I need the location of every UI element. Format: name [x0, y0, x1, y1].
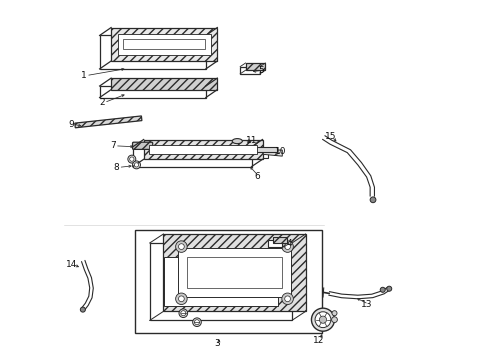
Circle shape	[369, 197, 375, 203]
Text: 8: 8	[114, 163, 120, 172]
Polygon shape	[111, 78, 217, 90]
Text: 6: 6	[254, 172, 260, 181]
Text: 2: 2	[99, 98, 105, 107]
Circle shape	[129, 157, 134, 161]
Polygon shape	[164, 257, 277, 306]
FancyBboxPatch shape	[132, 142, 152, 149]
Text: 9: 9	[69, 120, 75, 129]
Circle shape	[311, 308, 334, 331]
Text: 7: 7	[110, 141, 116, 150]
Polygon shape	[117, 34, 210, 54]
Text: 12: 12	[312, 336, 324, 345]
Circle shape	[331, 311, 336, 316]
Circle shape	[134, 163, 139, 167]
Circle shape	[386, 286, 391, 291]
Circle shape	[319, 316, 326, 323]
Polygon shape	[178, 248, 290, 297]
Circle shape	[178, 296, 184, 302]
Circle shape	[331, 317, 337, 323]
Circle shape	[179, 309, 187, 318]
Circle shape	[132, 161, 140, 169]
Polygon shape	[245, 63, 265, 70]
Polygon shape	[133, 147, 251, 166]
Polygon shape	[272, 237, 287, 243]
Polygon shape	[163, 234, 305, 311]
Circle shape	[284, 244, 290, 249]
Polygon shape	[143, 140, 262, 159]
Text: 1: 1	[81, 71, 87, 80]
Circle shape	[181, 311, 185, 316]
Polygon shape	[223, 152, 267, 158]
Polygon shape	[111, 28, 217, 61]
Polygon shape	[240, 67, 260, 74]
Circle shape	[178, 244, 184, 249]
Text: 3: 3	[214, 339, 220, 348]
Text: 10: 10	[274, 147, 285, 156]
Circle shape	[314, 312, 330, 328]
Text: 14: 14	[66, 260, 77, 269]
Circle shape	[192, 318, 201, 327]
Polygon shape	[231, 147, 276, 152]
Bar	[134, 230, 321, 333]
Polygon shape	[100, 86, 205, 98]
Circle shape	[80, 307, 85, 312]
Polygon shape	[149, 145, 257, 154]
Circle shape	[281, 241, 293, 252]
Circle shape	[127, 155, 136, 163]
Circle shape	[194, 320, 199, 325]
Polygon shape	[263, 150, 282, 156]
Circle shape	[284, 296, 290, 302]
Polygon shape	[149, 243, 291, 320]
Polygon shape	[100, 36, 205, 69]
Circle shape	[175, 241, 187, 252]
Text: 4: 4	[286, 238, 292, 248]
Circle shape	[175, 293, 187, 305]
Polygon shape	[75, 116, 142, 128]
Polygon shape	[267, 240, 282, 247]
Text: 15: 15	[325, 132, 336, 141]
Text: 11: 11	[245, 136, 257, 145]
Text: 5: 5	[257, 66, 263, 75]
Circle shape	[281, 293, 293, 305]
Circle shape	[380, 287, 385, 292]
Text: 13: 13	[361, 300, 372, 309]
Ellipse shape	[232, 139, 242, 144]
